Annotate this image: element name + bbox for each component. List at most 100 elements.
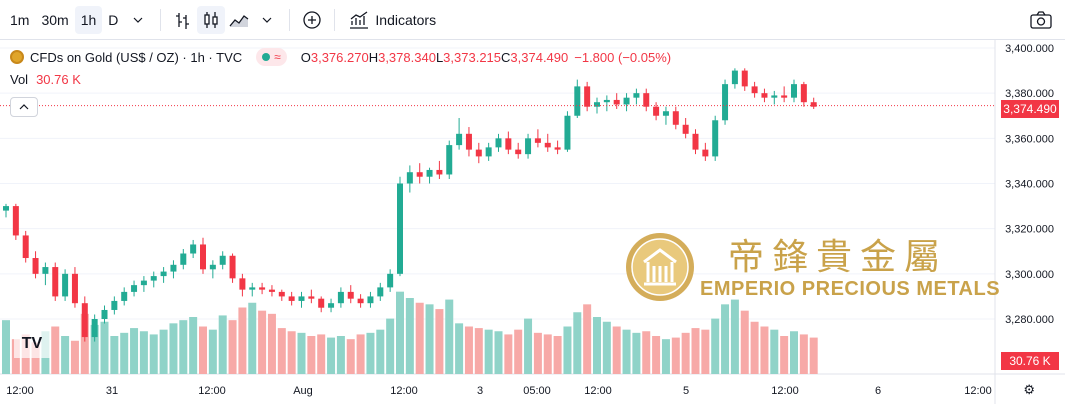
- candle-body[interactable]: [485, 147, 492, 157]
- plus-circle-icon[interactable]: [298, 6, 326, 34]
- candle-body[interactable]: [475, 149, 482, 157]
- candle-body[interactable]: [623, 97, 630, 105]
- candle-body[interactable]: [71, 273, 78, 304]
- candle-body[interactable]: [180, 253, 187, 265]
- candle-body[interactable]: [416, 172, 423, 177]
- candle-body[interactable]: [722, 84, 729, 121]
- indicators-button[interactable]: Indicators: [343, 10, 442, 29]
- candle-body[interactable]: [200, 244, 206, 270]
- candle-body[interactable]: [436, 169, 443, 175]
- candle-body[interactable]: [367, 296, 374, 304]
- candle-body[interactable]: [584, 86, 591, 107]
- candle-body[interactable]: [42, 267, 49, 274]
- candle-body[interactable]: [633, 93, 640, 98]
- candle-body[interactable]: [564, 115, 571, 150]
- candle-body[interactable]: [22, 235, 29, 259]
- candle-body[interactable]: [525, 138, 532, 155]
- candle-body[interactable]: [170, 264, 177, 272]
- candle-body[interactable]: [534, 138, 541, 143]
- candle-body[interactable]: [52, 267, 59, 297]
- candle-body[interactable]: [800, 84, 807, 103]
- candle-body[interactable]: [308, 296, 315, 299]
- interval-d-button[interactable]: D: [108, 11, 119, 28]
- candle-body[interactable]: [337, 291, 344, 304]
- candle-body[interactable]: [731, 70, 738, 85]
- candle-body[interactable]: [12, 206, 19, 236]
- candle-body[interactable]: [387, 273, 394, 288]
- area-chart-icon[interactable]: [225, 6, 253, 34]
- candle-body[interactable]: [781, 95, 788, 98]
- candle-body[interactable]: [81, 303, 88, 338]
- candle-body[interactable]: [101, 309, 108, 319]
- bar-chart-icon[interactable]: [169, 6, 197, 34]
- symbol-title[interactable]: CFDs on Gold (US$ / OZ) · 1h · TVC: [30, 49, 243, 65]
- candle-body[interactable]: [298, 296, 305, 301]
- candle-body[interactable]: [328, 303, 335, 308]
- candle-body[interactable]: [682, 124, 689, 134]
- candle-body[interactable]: [397, 183, 403, 274]
- candle-body[interactable]: [219, 255, 226, 265]
- candle-body[interactable]: [32, 258, 39, 274]
- candle-body[interactable]: [515, 149, 522, 155]
- candle-body[interactable]: [278, 291, 285, 297]
- candle-body[interactable]: [712, 120, 719, 157]
- candle-body[interactable]: [426, 169, 433, 177]
- candle-body[interactable]: [111, 300, 118, 310]
- candle-body[interactable]: [268, 289, 275, 292]
- settings-gear-icon[interactable]: ⚙: [1023, 382, 1035, 397]
- interval-1h-button[interactable]: 1h: [74, 5, 103, 34]
- candle-body[interactable]: [121, 291, 128, 301]
- candle-body[interactable]: [91, 319, 98, 338]
- market-status-pill[interactable]: ≈: [256, 48, 287, 66]
- candle-body[interactable]: [209, 264, 216, 270]
- chevron-down-icon[interactable]: [253, 6, 281, 34]
- tradingview-logo-icon[interactable]: TV: [14, 330, 50, 358]
- chevron-down-icon[interactable]: [124, 6, 152, 34]
- candle-body[interactable]: [377, 287, 384, 297]
- candle-body[interactable]: [662, 111, 669, 116]
- candle-body[interactable]: [3, 206, 9, 211]
- collapse-legend-button[interactable]: [10, 97, 38, 117]
- candle-body[interactable]: [603, 99, 610, 103]
- interval-1m-button[interactable]: 1m: [10, 11, 30, 28]
- candle-body[interactable]: [544, 142, 551, 148]
- candle-body[interactable]: [406, 172, 413, 184]
- candle-body[interactable]: [574, 86, 581, 116]
- candlestick-icon[interactable]: [197, 5, 226, 34]
- candle-body[interactable]: [751, 86, 758, 94]
- candle-body[interactable]: [140, 280, 147, 286]
- camera-icon[interactable]: [1029, 8, 1053, 32]
- candle-body[interactable]: [692, 133, 699, 150]
- candle-body[interactable]: [150, 276, 157, 281]
- candle-body[interactable]: [554, 147, 561, 150]
- candle-body[interactable]: [505, 138, 512, 150]
- candle-body[interactable]: [741, 70, 748, 87]
- candle-body[interactable]: [259, 287, 266, 290]
- candle-body[interactable]: [131, 285, 138, 292]
- candle-body[interactable]: [761, 93, 768, 98]
- candle-body[interactable]: [318, 298, 325, 308]
- candle-body[interactable]: [357, 298, 364, 304]
- candle-body[interactable]: [160, 271, 167, 277]
- candle-body[interactable]: [791, 84, 797, 98]
- candle-body[interactable]: [653, 106, 660, 116]
- candle-body[interactable]: [810, 102, 817, 107]
- candle-body[interactable]: [495, 138, 502, 148]
- candle-body[interactable]: [643, 93, 650, 107]
- candle-body[interactable]: [465, 133, 472, 150]
- candle-body[interactable]: [771, 95, 778, 98]
- candle-body[interactable]: [456, 133, 463, 146]
- candle-body[interactable]: [239, 278, 246, 290]
- candle-body[interactable]: [594, 102, 600, 107]
- candle-body[interactable]: [62, 273, 69, 297]
- candle-body[interactable]: [672, 111, 679, 125]
- candle-body[interactable]: [190, 244, 197, 254]
- candle-body[interactable]: [347, 291, 354, 299]
- candle-body[interactable]: [288, 296, 295, 301]
- candle-body[interactable]: [702, 149, 709, 157]
- candle-body[interactable]: [613, 99, 620, 105]
- interval-30m-button[interactable]: 30m: [41, 11, 69, 28]
- candle-body[interactable]: [229, 255, 236, 279]
- candle-body[interactable]: [446, 145, 453, 175]
- candle-body[interactable]: [249, 287, 256, 290]
